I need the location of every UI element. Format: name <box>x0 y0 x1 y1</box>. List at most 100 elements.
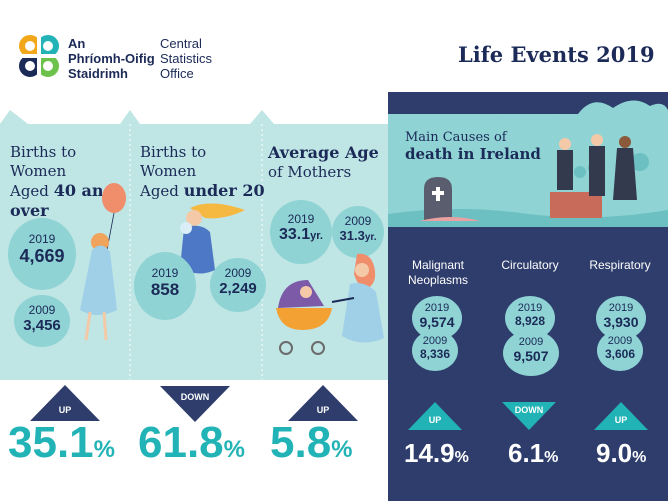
cause3-2009-value: 3,606 <box>604 347 636 361</box>
cause2-2019-value: 8,928 <box>514 314 546 328</box>
cause3-title: Respiratory <box>580 258 660 273</box>
panel2-pct-sign: % <box>223 436 245 463</box>
cso-logo: An Phríomh-Oifig Staidrimh Central Stati… <box>18 34 218 82</box>
panel3-pct-value: 5.8 <box>270 418 332 467</box>
panel1-title: Births to Women Aged 40 and over <box>10 143 135 221</box>
cause3-2019-label: 2019 <box>608 302 634 314</box>
cause3-direction-label: UP <box>614 415 628 425</box>
cause1-name-line2: Neoplasms <box>407 273 469 287</box>
young-mother-illustration <box>180 203 245 274</box>
death-heading-line1: Main Causes of <box>405 130 507 145</box>
cause1-percentage: 14.9% <box>404 438 469 469</box>
panel2-bubble-2019: 2019 858 <box>134 252 196 320</box>
panel2-2019-value: 858 <box>150 280 180 299</box>
panel2-down-arrow-icon <box>160 386 230 422</box>
gravestone-icon <box>420 177 480 221</box>
cause2-name-line1: Circulatory <box>501 258 559 272</box>
panel1-pct-sign: % <box>93 436 115 463</box>
panel2-percentage: 61.8% <box>138 418 245 468</box>
panel1-title-line1: Births to Women <box>10 143 77 180</box>
panel3-title: Average Age of Mothers <box>268 143 386 182</box>
cause2-pct-sign: % <box>544 449 559 466</box>
cause2-title: Circulatory <box>490 258 570 273</box>
panel1-bubble-2019: 2019 4,669 <box>8 218 76 290</box>
cause3-bubble-2009: 2009 3,606 <box>597 330 643 371</box>
panel1-2009-label: 2009 <box>28 303 56 317</box>
panel1-2019-value: 4,669 <box>19 246 65 266</box>
cause3-name-line1: Respiratory <box>589 258 651 272</box>
cause2-percentage: 6.1% <box>508 438 558 469</box>
cause3-pct-value: 9.0 <box>596 438 633 468</box>
cause3-2019-value: 3,930 <box>603 314 639 330</box>
panel1-up-arrow-icon <box>30 385 100 421</box>
panel1-title-line3-bold: over <box>10 201 49 220</box>
panel3-pct-sign: % <box>331 436 353 463</box>
panel2-bubble-2009: 2009 2,249 <box>210 258 266 312</box>
panel3-percentage: 5.8% <box>270 418 353 468</box>
panel3-2009-label: 2009 <box>344 214 372 228</box>
panel2-2009-value: 2,249 <box>219 280 257 297</box>
panel3-bubble-2009: 2009 31.3yr. <box>332 206 384 258</box>
cause3-up-arrow-icon <box>594 402 648 430</box>
panel2-title: Births to Women Aged under 20 <box>140 143 265 201</box>
panel1-2019-label: 2019 <box>28 232 56 246</box>
panel2-direction-label: DOWN <box>180 392 210 402</box>
panel2-pct-value: 61.8 <box>138 418 224 467</box>
cause1-bubble-2009: 2009 8,336 <box>412 330 458 371</box>
cause2-2019-label: 2019 <box>517 302 543 314</box>
cause1-2009-value: 8,336 <box>419 347 451 361</box>
logo-irish-line3: Staidrimh <box>68 66 128 81</box>
cause2-pct-value: 6.1 <box>508 438 545 468</box>
logo-english-line3: Office <box>160 66 194 81</box>
panel3-2019-label: 2019 <box>287 212 315 226</box>
logo-irish-line2: Phríomh-Oifig <box>68 51 155 66</box>
cause1-2019-value: 9,574 <box>419 314 455 330</box>
panel2-2019-label: 2019 <box>151 266 179 280</box>
cause2-down-arrow-icon <box>502 402 556 430</box>
panel1-percentage: 35.1% <box>8 418 115 468</box>
panel2-title-line1: Births to Women <box>140 143 207 180</box>
panel1-title-line2-bold: 40 and <box>53 181 115 200</box>
cause2-bubble-2019: 2019 8,928 <box>505 296 555 340</box>
cause1-pct-sign: % <box>454 449 469 466</box>
cause3-2009-label: 2009 <box>607 335 633 347</box>
panel1-pct-value: 35.1 <box>8 418 94 467</box>
cause1-pct-value: 14.9 <box>404 438 455 468</box>
panel3-bubble-2019: 2019 33.1yr. <box>270 200 332 264</box>
logo-english-line2: Statistics <box>160 51 213 66</box>
cause1-title: Malignant Neoplasms <box>398 258 478 288</box>
cause3-pct-sign: % <box>632 449 647 466</box>
panel3-2019-value: 33.1 <box>279 226 311 243</box>
panel1-direction-label: UP <box>58 405 72 415</box>
death-heading: Main Causes of death in Ireland <box>405 130 541 163</box>
panel2-title-line2-bold: under 20 <box>183 181 265 200</box>
panel3-2019-unit: yr. <box>310 230 323 242</box>
panel3-2009-value: 31.3 <box>339 228 365 243</box>
panel2-2009-label: 2009 <box>224 266 252 280</box>
panel1-bubble-2009: 2009 3,456 <box>14 295 70 347</box>
cause2-bubble-2009: 2009 9,507 <box>503 330 559 376</box>
page-title: Life Events 2019 <box>458 42 655 67</box>
cause1-2019-label: 2019 <box>424 302 450 314</box>
logo-english-line1: Central <box>160 36 202 51</box>
cause2-direction-label: DOWN <box>514 405 544 415</box>
cso-logo-icon <box>18 34 62 80</box>
panel1-2009-value: 3,456 <box>23 317 61 334</box>
mother-with-pram-illustration <box>276 253 384 355</box>
cause1-2009-label: 2009 <box>422 335 448 347</box>
logo-irish-line1: An <box>68 36 86 51</box>
cause2-2009-value: 9,507 <box>513 348 549 364</box>
panel3-title-line1-bold: Average Age <box>268 143 379 162</box>
cause1-name-line1: Malignant <box>411 258 465 272</box>
panel3-up-arrow-icon <box>288 385 358 421</box>
panel3-title-line2: of Mothers <box>268 163 352 181</box>
panel1-title-line2-pre: Aged <box>10 182 54 200</box>
panel3-direction-label: UP <box>316 405 330 415</box>
cause1-up-arrow-icon <box>408 402 462 430</box>
cause2-2009-label: 2009 <box>518 336 544 348</box>
death-heading-line2: death in Ireland <box>405 145 541 163</box>
mother-with-balloon-illustration <box>80 183 126 341</box>
cause1-direction-label: UP <box>428 415 442 425</box>
cause3-percentage: 9.0% <box>596 438 646 469</box>
